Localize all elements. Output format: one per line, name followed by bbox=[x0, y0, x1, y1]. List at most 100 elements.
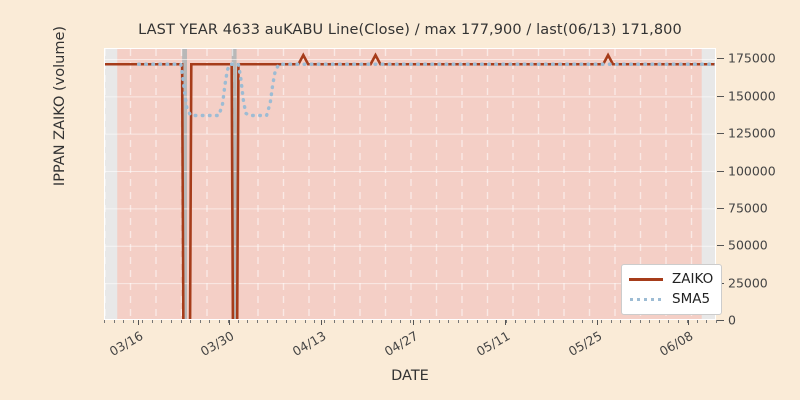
x-tick-minor-mark bbox=[457, 320, 459, 323]
x-tick-mark bbox=[229, 320, 231, 325]
series-line-sma5 bbox=[136, 62, 715, 118]
x-tick-minor-mark bbox=[190, 320, 192, 323]
y-tick-mark bbox=[717, 207, 724, 209]
plot-svg bbox=[105, 49, 715, 319]
x-tick-minor-mark bbox=[706, 320, 708, 323]
x-tick-mark bbox=[596, 320, 598, 325]
x-tick-minor-mark bbox=[543, 320, 545, 323]
x-tick-minor-mark bbox=[314, 320, 316, 323]
y-axis-label: IPPAN ZAIKO (volume) bbox=[52, 25, 68, 187]
x-tick-minor-mark bbox=[132, 320, 134, 323]
zaiko-line-swatch bbox=[629, 273, 663, 285]
legend-label-zaiko: ZAIKO bbox=[672, 271, 714, 287]
x-tick-minor-mark bbox=[123, 320, 125, 323]
legend-item-zaiko[interactable]: ZAIKO bbox=[629, 269, 713, 289]
x-tick-minor-mark bbox=[476, 320, 478, 323]
sma5-line-swatch bbox=[629, 293, 663, 305]
x-tick-minor-mark bbox=[257, 320, 258, 323]
x-tick-minor-mark bbox=[276, 320, 278, 323]
x-tick-minor-mark bbox=[295, 320, 297, 323]
x-tick-minor-mark bbox=[304, 320, 306, 323]
x-tick-label: 03/16 bbox=[106, 328, 146, 360]
x-tick-minor-mark bbox=[610, 320, 612, 323]
x-tick-minor-mark bbox=[247, 320, 249, 323]
x-tick-minor-mark bbox=[677, 320, 679, 323]
chart-title: LAST YEAR 4633 auKABU Line(Close) / max … bbox=[138, 22, 682, 38]
x-tick-minor-mark bbox=[553, 320, 555, 323]
x-tick-minor-mark bbox=[323, 320, 325, 323]
x-tick-minor-mark bbox=[170, 320, 172, 323]
x-tick-minor-mark bbox=[390, 320, 392, 323]
x-tick-minor-mark bbox=[696, 320, 698, 323]
x-tick-minor-mark bbox=[113, 320, 115, 323]
x-tick-label: 04/27 bbox=[381, 328, 421, 360]
x-tick-minor-mark bbox=[371, 320, 373, 323]
x-tick-minor-mark bbox=[629, 320, 631, 323]
x-tick-minor-mark bbox=[668, 320, 670, 323]
x-tick-minor-mark bbox=[142, 320, 144, 323]
x-tick-minor-mark bbox=[486, 320, 488, 323]
y-tick-label: 25000 bbox=[728, 275, 768, 291]
x-tick-minor-mark bbox=[400, 320, 402, 323]
x-tick-minor-mark bbox=[285, 320, 287, 323]
x-tick-minor-mark bbox=[199, 320, 201, 323]
x-tick-minor-mark bbox=[620, 320, 622, 323]
x-tick-minor-mark bbox=[333, 320, 335, 323]
x-tick-minor-mark bbox=[563, 320, 564, 323]
x-tick-minor-mark bbox=[438, 320, 440, 323]
x-tick-minor-mark bbox=[572, 320, 574, 323]
x-tick-mark bbox=[137, 320, 139, 325]
x-tick-minor-mark bbox=[180, 320, 182, 323]
series-line-zaiko bbox=[105, 52, 715, 319]
x-tick-minor-mark bbox=[639, 320, 641, 323]
x-tick-minor-mark bbox=[658, 320, 660, 323]
y-tick-mark bbox=[717, 245, 724, 247]
legend-item-sma5[interactable]: SMA5 bbox=[629, 289, 713, 309]
legend-label-sma5: SMA5 bbox=[672, 291, 711, 307]
y-tick-label: 125000 bbox=[728, 125, 776, 141]
x-tick-label: 05/11 bbox=[473, 328, 513, 360]
x-tick-minor-mark bbox=[505, 320, 507, 323]
y-tick-mark bbox=[717, 170, 724, 172]
x-tick-minor-mark bbox=[649, 320, 651, 323]
x-tick-label: 06/08 bbox=[657, 328, 696, 360]
x-tick-minor-mark bbox=[419, 320, 421, 323]
shaded-bands bbox=[105, 49, 715, 319]
x-tick-minor-mark bbox=[524, 320, 526, 323]
x-tick-minor-mark bbox=[362, 320, 364, 323]
y-tick-label: 0 bbox=[728, 312, 736, 328]
x-tick-minor-mark bbox=[151, 320, 153, 323]
y-tick-label: 150000 bbox=[728, 88, 776, 104]
y-tick-mark bbox=[717, 320, 724, 321]
x-tick-minor-mark bbox=[209, 320, 211, 323]
x-tick-mark bbox=[504, 320, 506, 325]
x-tick-minor-mark bbox=[266, 320, 268, 323]
x-tick-mark bbox=[321, 320, 323, 325]
x-tick-minor-mark bbox=[410, 320, 411, 323]
chart-legend[interactable]: ZAIKO SMA5 bbox=[621, 264, 723, 315]
x-tick-label: 04/13 bbox=[290, 328, 329, 360]
x-tick-minor-mark bbox=[343, 320, 345, 323]
x-tick-minor-mark bbox=[228, 320, 230, 323]
x-tick-minor-mark bbox=[352, 320, 354, 323]
x-tick-minor-mark bbox=[237, 320, 239, 323]
x-tick-minor-mark bbox=[534, 320, 536, 323]
x-tick-minor-mark bbox=[591, 320, 593, 323]
x-tick-label: 05/25 bbox=[565, 328, 605, 360]
plot-area bbox=[104, 48, 716, 320]
x-axis-label: DATE bbox=[391, 368, 429, 384]
x-tick-minor-mark bbox=[218, 320, 220, 323]
y-tick-label: 175000 bbox=[728, 50, 776, 66]
x-tick-minor-mark bbox=[104, 320, 105, 323]
y-tick-mark bbox=[717, 133, 724, 135]
data-series bbox=[105, 52, 715, 319]
x-tick-minor-mark bbox=[429, 320, 431, 323]
x-tick-minor-mark bbox=[687, 320, 689, 323]
x-tick-minor-mark bbox=[467, 320, 469, 323]
x-tick-label: 03/30 bbox=[198, 328, 237, 360]
y-tick-label: 50000 bbox=[728, 237, 768, 253]
y-tick-label: 100000 bbox=[728, 163, 776, 179]
x-tick-minor-mark bbox=[601, 320, 603, 323]
y-tick-mark bbox=[717, 95, 724, 97]
